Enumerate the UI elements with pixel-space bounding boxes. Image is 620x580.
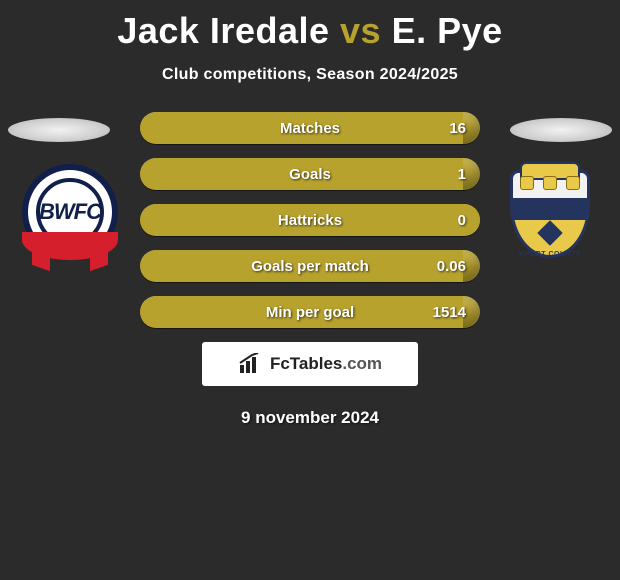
crest-label: KPORT COUNTY xyxy=(502,251,598,258)
page-title: Jack Iredale vs E. Pye xyxy=(0,0,620,52)
stat-value: 1514 xyxy=(433,296,466,328)
player1-crest: BWFC xyxy=(22,164,118,260)
stat-bar: Min per goal 1514 xyxy=(140,296,480,328)
brand-text: FcTables.com xyxy=(270,354,382,374)
stat-label: Hattricks xyxy=(140,204,480,236)
crest-lions xyxy=(502,176,598,196)
subtitle: Club competitions, Season 2024/2025 xyxy=(0,66,620,84)
player1-name: Jack Iredale xyxy=(117,10,329,51)
date-text: 9 november 2024 xyxy=(0,408,620,428)
stat-value: 1 xyxy=(458,158,466,190)
stat-label: Goals xyxy=(140,158,480,190)
comparison-stage: BWFC KPORT COUNTY Matches 16 Goals 1 xyxy=(0,112,620,428)
stat-bar: Goals 1 xyxy=(140,158,480,190)
stat-bar: Matches 16 xyxy=(140,112,480,144)
stat-value: 16 xyxy=(449,112,466,144)
crest-shield-wrap: KPORT COUNTY xyxy=(502,164,598,260)
stat-value: 0.06 xyxy=(437,250,466,282)
player2-name: E. Pye xyxy=(392,10,503,51)
brand-bars-icon xyxy=(238,353,264,375)
stat-bar: Goals per match 0.06 xyxy=(140,250,480,282)
crest-band xyxy=(512,198,588,220)
stat-value: 0 xyxy=(458,204,466,236)
brand-box: FcTables.com xyxy=(202,342,418,386)
stat-label: Goals per match xyxy=(140,250,480,282)
player1-platform xyxy=(8,118,110,142)
stat-label: Min per goal xyxy=(140,296,480,328)
player2-platform xyxy=(510,118,612,142)
vs-text: vs xyxy=(340,10,381,51)
brand-domain: .com xyxy=(342,354,382,373)
stat-bars: Matches 16 Goals 1 Hattricks 0 Goals per… xyxy=(140,112,480,328)
player2-crest: KPORT COUNTY xyxy=(502,164,598,260)
stat-bar: Hattricks 0 xyxy=(140,204,480,236)
brand-name: FcTables xyxy=(270,354,342,373)
crest-ring: BWFC xyxy=(22,164,118,260)
stat-label: Matches xyxy=(140,112,480,144)
crest-ribbon xyxy=(22,232,118,260)
